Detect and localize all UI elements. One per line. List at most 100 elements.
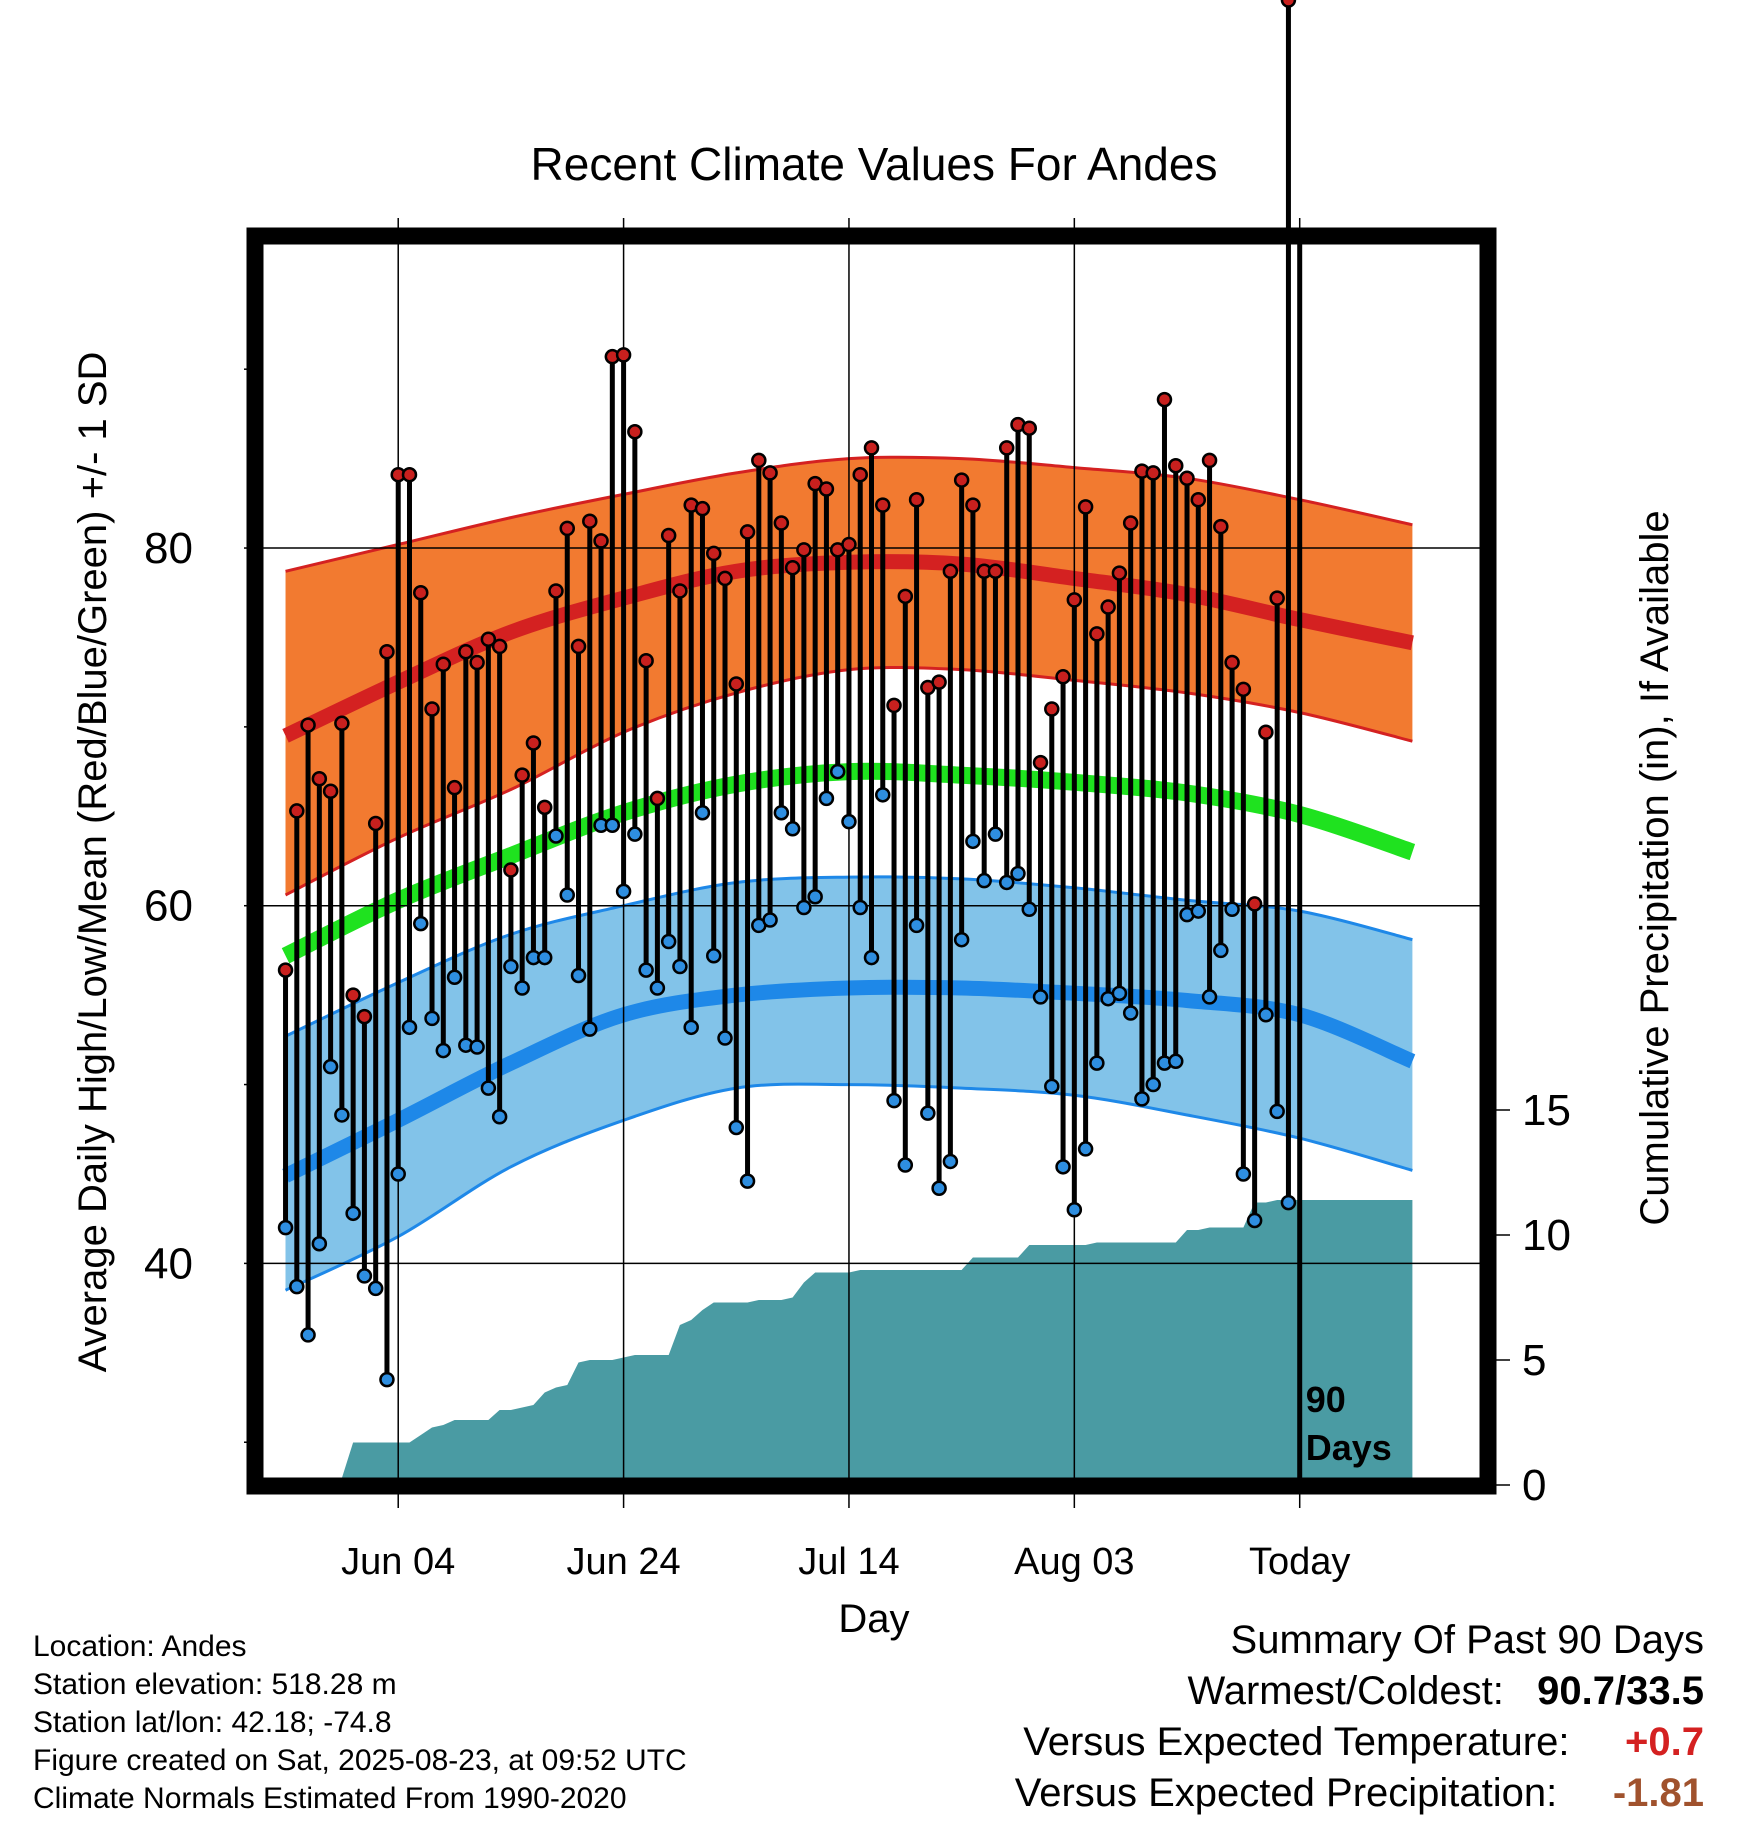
low-point (1122, 1005, 1139, 1021)
low-point (1168, 1053, 1184, 1070)
low-point (390, 1166, 406, 1182)
high-point (627, 424, 643, 440)
low-point (1280, 1194, 1297, 1211)
high-point (424, 701, 440, 717)
low-point (965, 833, 981, 850)
high-point (965, 497, 981, 513)
low-point (1145, 1076, 1161, 1093)
high-point (548, 583, 564, 599)
high-point (615, 347, 632, 363)
low-point (762, 912, 778, 928)
low-point (705, 948, 722, 964)
low-point (289, 1278, 305, 1295)
x-tick-label: Jun 04 (341, 1541, 455, 1583)
low-point (942, 1153, 959, 1170)
high-point (1145, 465, 1161, 481)
high-point (1122, 515, 1139, 531)
low-point (615, 883, 632, 900)
high-point (897, 588, 914, 605)
chart-title: Recent Climate Values For Andes (531, 138, 1218, 190)
high-point (1066, 592, 1083, 608)
high-point (1111, 565, 1128, 581)
low-point (897, 1157, 914, 1173)
temp-value: +0.7 (1625, 1720, 1704, 1764)
low-point (1190, 903, 1207, 919)
high-point (1100, 599, 1116, 615)
plot-area: 90 Days (263, 0, 1480, 1478)
high-point (908, 491, 925, 508)
low-point (908, 917, 925, 934)
low-point (536, 949, 553, 966)
high-point (491, 638, 508, 655)
low-point (660, 933, 677, 950)
x-axis: Jun 04 Jun 24 Jul 14 Aug 03 Today (341, 1486, 1350, 1583)
low-point (1032, 989, 1049, 1005)
high-point (435, 656, 452, 673)
high-point (379, 644, 395, 660)
high-point (1032, 754, 1049, 771)
high-point (728, 676, 745, 692)
high-point (875, 497, 891, 513)
x-tick-label: Today (1249, 1541, 1350, 1583)
low-point (1021, 901, 1038, 918)
y-tick-label: 40 (144, 1239, 193, 1288)
high-point (1235, 681, 1252, 698)
low-point (480, 1080, 497, 1096)
low-point (773, 804, 790, 821)
low-point (886, 1092, 902, 1109)
low-point (1111, 985, 1128, 1002)
low-point (413, 915, 429, 932)
high-point (784, 559, 801, 576)
low-point (818, 790, 835, 807)
y-tick-label: 60 (144, 882, 193, 931)
low-point (1201, 989, 1218, 1005)
low-point (739, 1173, 756, 1189)
low-point (987, 826, 1004, 842)
low-point (1066, 1201, 1083, 1218)
high-point (559, 520, 575, 537)
low-point (1055, 1159, 1071, 1175)
low-point (1235, 1166, 1252, 1182)
high-point (1077, 499, 1094, 515)
y2-tick-label: 10 (1522, 1211, 1571, 1260)
low-point (1010, 865, 1026, 882)
x-tick-label: Aug 03 (1014, 1541, 1134, 1583)
high-point (1280, 0, 1297, 8)
x-tick-label: Jul 14 (798, 1541, 899, 1583)
high-point (717, 570, 733, 587)
y-tick-label: 80 (144, 524, 193, 573)
low-point (435, 1042, 452, 1059)
low-point (683, 1019, 699, 1036)
low-point (367, 1280, 384, 1297)
low-point (841, 813, 857, 830)
high-point (739, 524, 756, 540)
high-point (401, 466, 418, 483)
station-info: Location: Andes Station elevation: 518.2… (33, 1628, 687, 1818)
high-point (525, 735, 542, 751)
high-point (942, 563, 959, 580)
high-point (356, 1008, 373, 1025)
high-point (367, 815, 384, 832)
low-point (627, 826, 643, 842)
low-point (469, 1039, 485, 1055)
elevation-text: Station elevation: 518.28 m (33, 1668, 397, 1701)
low-point (334, 1107, 350, 1123)
high-point (762, 465, 778, 481)
low-point (717, 1030, 733, 1046)
low-point (931, 1180, 947, 1197)
high-point (1168, 458, 1184, 474)
high-point (1156, 391, 1173, 408)
low-point (345, 1205, 361, 1222)
low-point (604, 817, 621, 833)
high-point (446, 779, 463, 796)
high-point (1055, 669, 1071, 685)
summary-warm-cold: Warmest/Coldest: 90.7/33.5 (1015, 1666, 1704, 1717)
high-point (638, 652, 654, 669)
high-point (998, 440, 1015, 456)
high-point (1213, 518, 1229, 535)
y-axis-label: Average Daily High/Low/Mean (Red/Blue/Gr… (71, 352, 115, 1373)
high-point (987, 563, 1004, 580)
low-point (1258, 1007, 1274, 1023)
right-axis: 0 5 10 15 (1488, 1086, 1571, 1510)
high-point (1246, 896, 1263, 912)
